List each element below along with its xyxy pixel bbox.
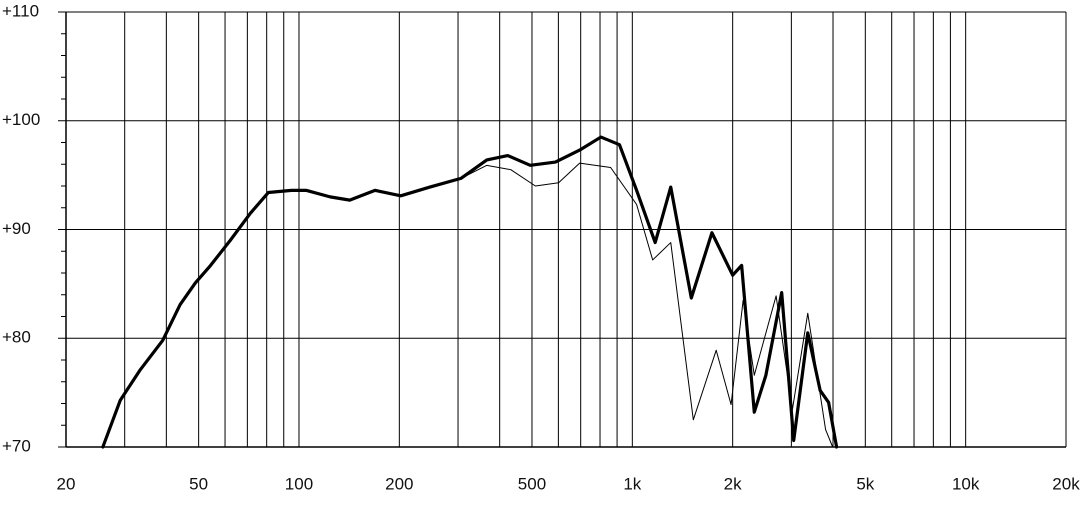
y-tick-label: +110	[2, 1, 39, 20]
series-line	[101, 135, 839, 449]
y-tick-label: +80	[2, 328, 31, 347]
x-tick-label: 2k	[724, 474, 742, 493]
y-tick-label: +100	[2, 110, 40, 129]
x-tick-label: 200	[385, 474, 413, 493]
x-tick-label: 10k	[952, 474, 980, 493]
x-tick-label: 5k	[856, 474, 874, 493]
x-tick-label: 50	[189, 474, 208, 493]
x-tick-label: 20	[57, 474, 76, 493]
series-line	[102, 162, 834, 448]
x-tick-label: 1k	[623, 474, 641, 493]
x-tick-label: 500	[518, 474, 546, 493]
y-tick-label: +70	[2, 436, 31, 455]
x-tick-label: 20k	[1052, 474, 1080, 493]
y-tick-label: +90	[2, 219, 31, 238]
x-tick-label: 100	[285, 474, 313, 493]
